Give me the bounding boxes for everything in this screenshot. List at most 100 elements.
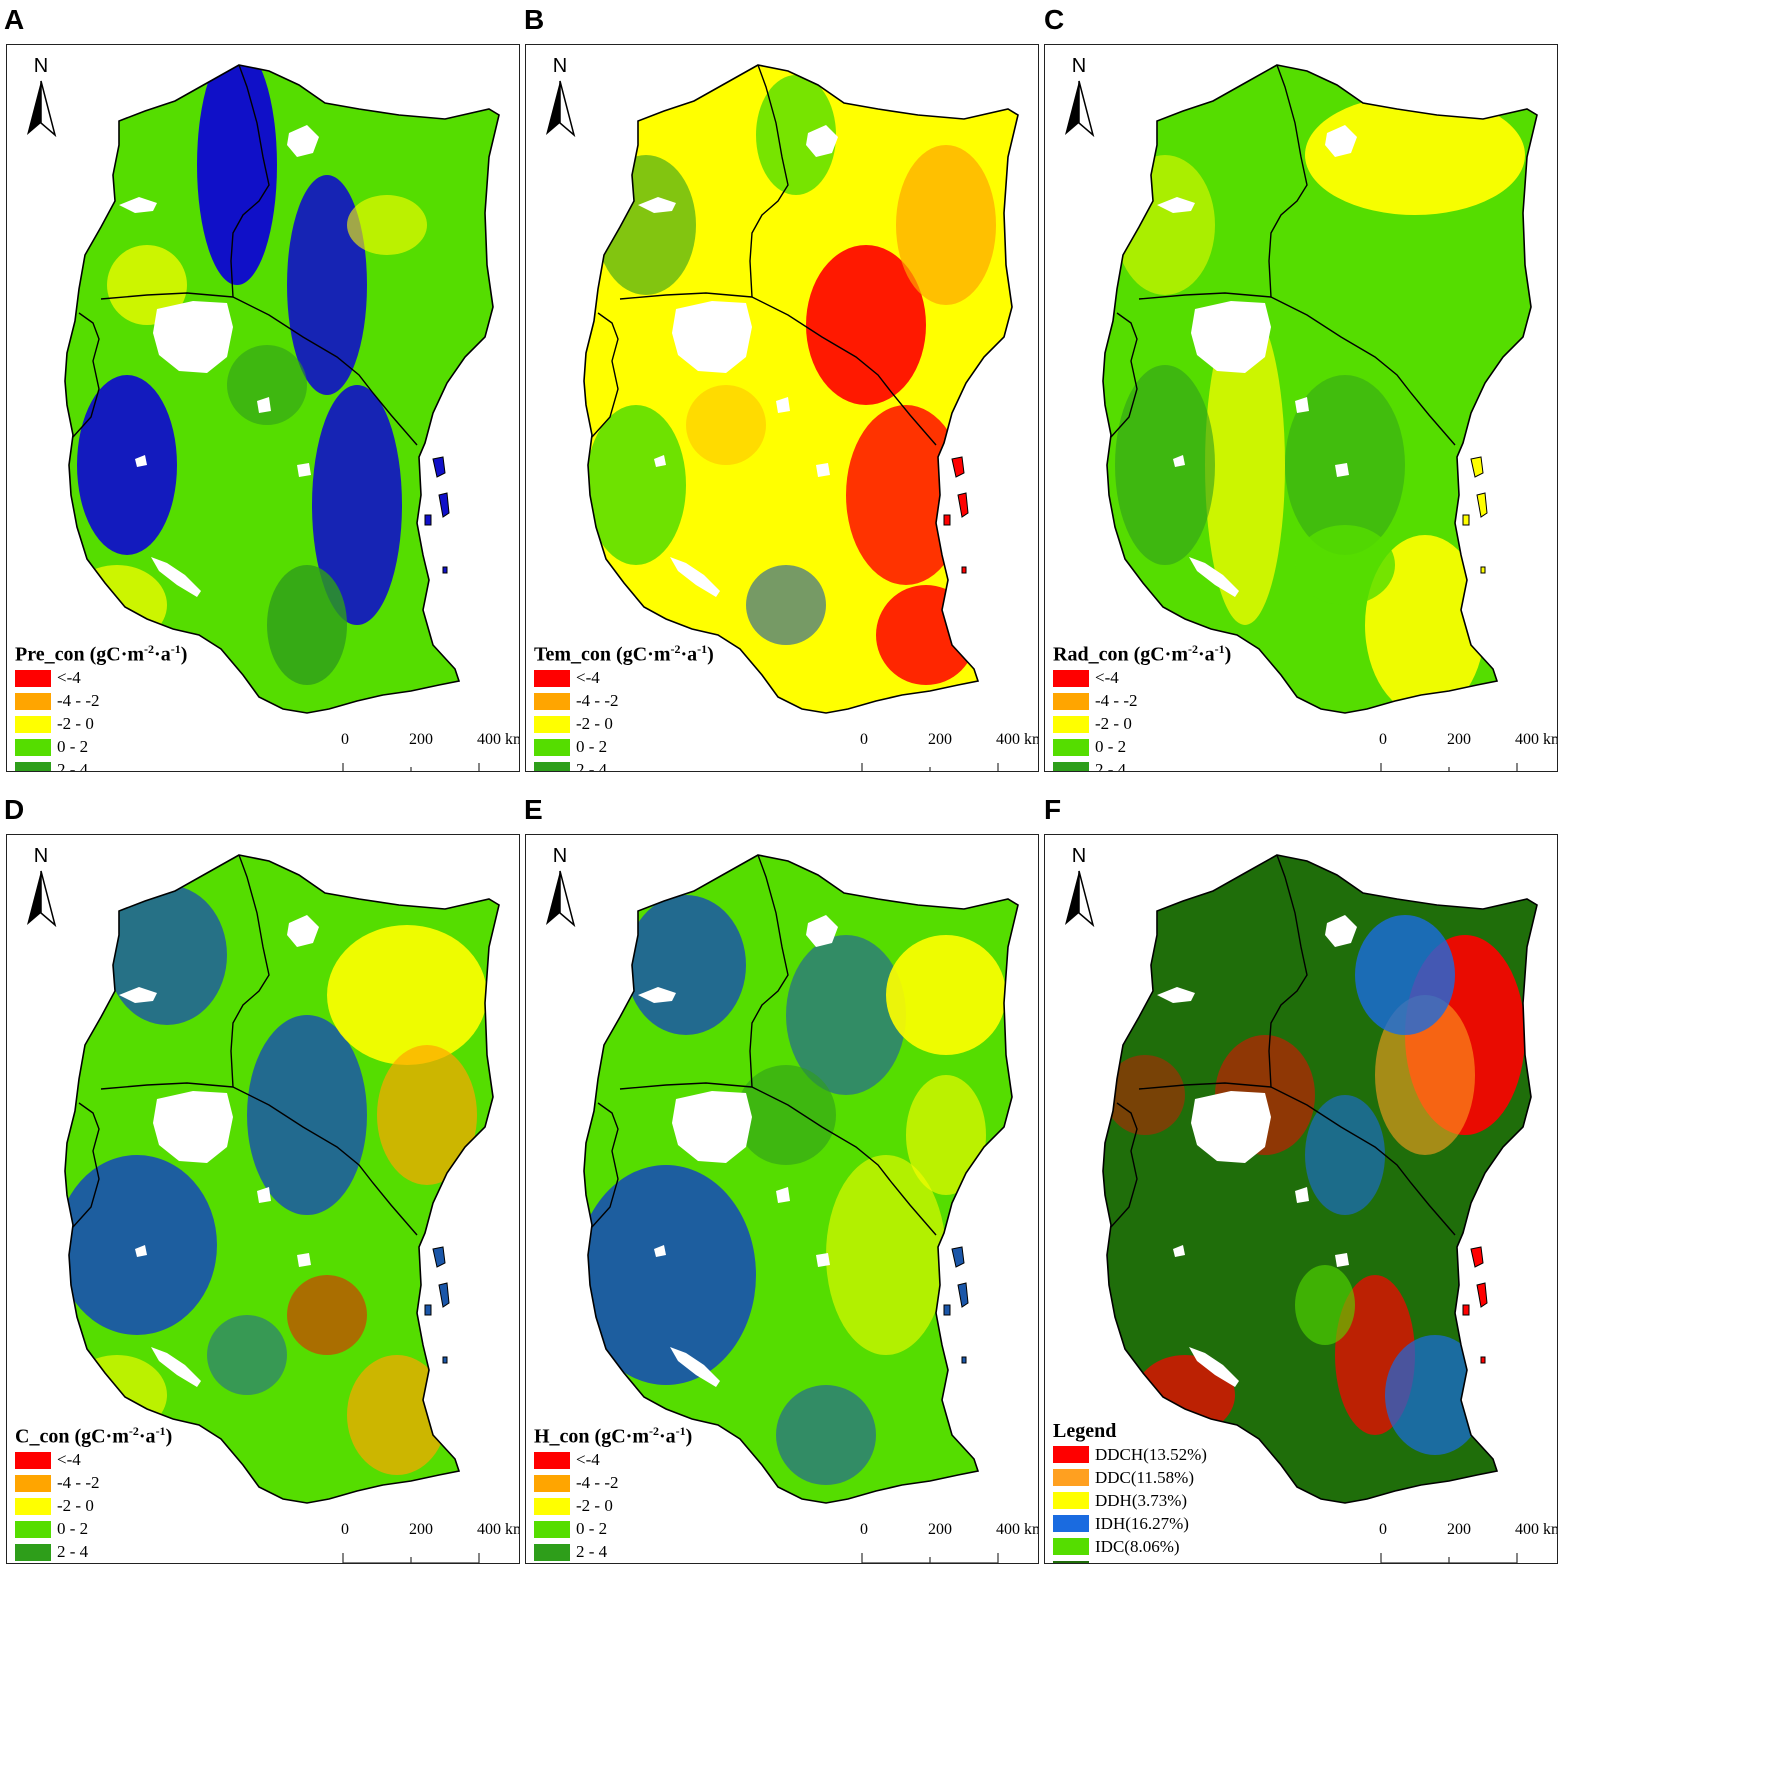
legend-item: 0 - 2 [15, 736, 187, 759]
country-border [749, 64, 789, 298]
country-border [591, 312, 619, 438]
legend-label: IDH(16.27%) [1095, 1513, 1189, 1533]
lake-area [672, 301, 752, 373]
legend-item: -4 - -2 [15, 1472, 172, 1495]
scale-label: 400 km [1515, 1521, 1557, 1538]
island [432, 456, 446, 478]
map-region [377, 1045, 477, 1185]
legend-title: C_con (gC·m-2·a-1) [15, 1424, 173, 1448]
legend-item: -2 - 0 [15, 1495, 172, 1518]
map-region [584, 1165, 756, 1385]
scale-label: 400 km [996, 1521, 1038, 1538]
legend-swatch [15, 1451, 51, 1469]
legend-item: 2 - 4 [534, 1541, 692, 1563]
north-arrow-icon [1065, 80, 1095, 138]
scale-bar-line [342, 1553, 480, 1563]
country-border [230, 64, 270, 298]
legend-item: IDH(16.27%) [1053, 1512, 1207, 1535]
legend-swatch [1053, 669, 1089, 687]
map-region [197, 65, 277, 285]
north-arrow: N [19, 55, 63, 139]
scale-label: 200 [409, 1521, 433, 1538]
map-legend: Legend DDCH(13.52%) DDC(11.58%) DDH(3.73%) I… [1053, 1419, 1207, 1563]
region-outline [64, 64, 500, 714]
country-border [1110, 1102, 1138, 1228]
legend-label: <-4 [1095, 668, 1119, 688]
lake-area [1335, 1253, 1349, 1267]
legend-item: -4 - -2 [534, 690, 714, 713]
legend-swatch [1053, 1561, 1089, 1563]
legend-swatch [1053, 1538, 1089, 1555]
legend-label: DDCH(13.52%) [1095, 1444, 1207, 1464]
map-region [247, 1015, 367, 1215]
north-label: N [1071, 845, 1087, 867]
map-region [1355, 915, 1455, 1035]
map-region [67, 565, 167, 645]
lake-area [135, 455, 147, 467]
scale-label: 200 [928, 731, 952, 748]
lake-area [1173, 1245, 1185, 1257]
island [1470, 456, 1484, 478]
legend-label: 0 - 2 [576, 737, 608, 757]
map-region [1375, 995, 1475, 1155]
scale-bar-line [1380, 763, 1518, 771]
island [1476, 1282, 1488, 1308]
north-arrow: N [538, 845, 582, 929]
scale-bar: 0 200 400 km [1367, 731, 1557, 771]
lake-area [776, 397, 790, 413]
island [442, 1356, 448, 1364]
map-region [347, 195, 427, 255]
legend-swatch [1053, 1492, 1089, 1509]
legend-swatch [1053, 738, 1089, 756]
legend-item: 0 - 2 [15, 1518, 172, 1541]
island [1470, 1246, 1484, 1268]
island [1462, 1304, 1470, 1316]
legend-swatch [15, 1497, 51, 1515]
legend-label: 2 - 4 [576, 760, 608, 772]
legend-swatch [534, 692, 570, 710]
legend-title: Rad_con (gC·m-2·a-1) [1053, 642, 1232, 666]
map-region [1305, 1095, 1385, 1215]
north-label: N [1071, 55, 1087, 77]
legend-item: -4 - -2 [534, 1472, 692, 1495]
region-outline [64, 854, 500, 1504]
map-region [287, 1275, 367, 1355]
legend-label: <-4 [57, 668, 81, 688]
map-svg [64, 854, 500, 1504]
legend-item: 0 - 2 [534, 1518, 692, 1541]
north-arrow-icon [27, 870, 57, 928]
legend-swatch [534, 1497, 570, 1515]
legend-item: 2 - 4 [15, 759, 187, 772]
legend-item: IDC(8.06%) [1053, 1535, 1207, 1558]
map-svg [1102, 854, 1538, 1504]
legend-label: -4 - -2 [57, 1473, 100, 1493]
legend-item: 0 - 2 [1053, 736, 1231, 759]
country-border [1138, 292, 1272, 300]
legend-item: -4 - -2 [1053, 690, 1231, 713]
lake-area [670, 557, 720, 597]
legend-label: -4 - -2 [57, 691, 100, 711]
country-border [619, 292, 753, 300]
lake-area [257, 1187, 271, 1203]
north-arrow: N [1057, 845, 1101, 929]
scale-bar-line [861, 1553, 999, 1563]
legend-label: -4 - -2 [1095, 691, 1138, 711]
map-region [786, 935, 906, 1095]
legend-label: <-4 [576, 1450, 600, 1470]
legend-label: <-4 [576, 668, 600, 688]
lake-area [297, 1253, 311, 1267]
scale-label: 400 km [996, 731, 1038, 748]
legend-item: 2 - 4 [534, 759, 714, 772]
legend-item: DDH(3.73%) [1053, 1489, 1207, 1512]
panel-letter-f: F [1044, 794, 1062, 825]
country-border [1138, 1082, 1272, 1090]
lake-area [654, 1245, 666, 1257]
legend-label: 2 - 4 [57, 760, 89, 772]
legend-swatch [534, 738, 570, 756]
north-arrow: N [1057, 55, 1101, 139]
map-region [267, 565, 347, 685]
legend-item: <-4 [15, 1449, 172, 1472]
legend-label: -2 - 0 [576, 714, 613, 734]
legend-item: DDCH(13.52%) [1053, 1443, 1207, 1466]
map-region [746, 565, 826, 645]
